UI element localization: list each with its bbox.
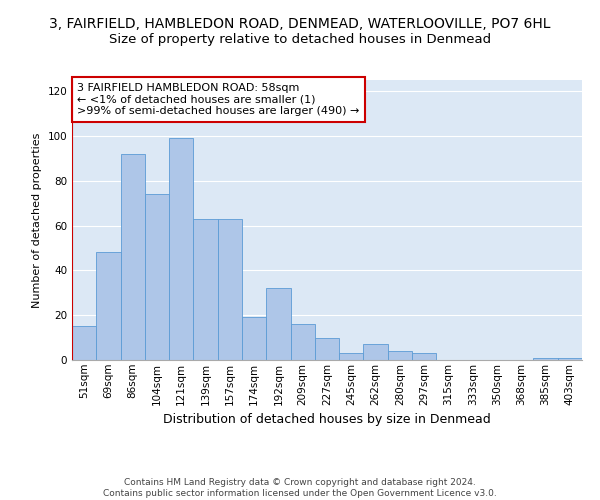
Text: Size of property relative to detached houses in Denmead: Size of property relative to detached ho… [109,32,491,46]
Text: 3, FAIRFIELD, HAMBLEDON ROAD, DENMEAD, WATERLOOVILLE, PO7 6HL: 3, FAIRFIELD, HAMBLEDON ROAD, DENMEAD, W… [49,18,551,32]
Bar [218,219,242,360]
Bar [96,252,121,360]
Bar [558,358,582,360]
Bar [412,354,436,360]
Bar [364,344,388,360]
Bar [339,354,364,360]
Bar [242,318,266,360]
Bar [145,194,169,360]
Bar [169,138,193,360]
Bar [388,351,412,360]
Text: Contains HM Land Registry data © Crown copyright and database right 2024.
Contai: Contains HM Land Registry data © Crown c… [103,478,497,498]
Text: 3 FAIRFIELD HAMBLEDON ROAD: 58sqm
← <1% of detached houses are smaller (1)
>99% : 3 FAIRFIELD HAMBLEDON ROAD: 58sqm ← <1% … [77,83,359,116]
Bar [121,154,145,360]
Bar [266,288,290,360]
Bar [315,338,339,360]
Bar [72,326,96,360]
X-axis label: Distribution of detached houses by size in Denmead: Distribution of detached houses by size … [163,413,491,426]
Bar [193,219,218,360]
Y-axis label: Number of detached properties: Number of detached properties [32,132,42,308]
Bar [290,324,315,360]
Bar [533,358,558,360]
